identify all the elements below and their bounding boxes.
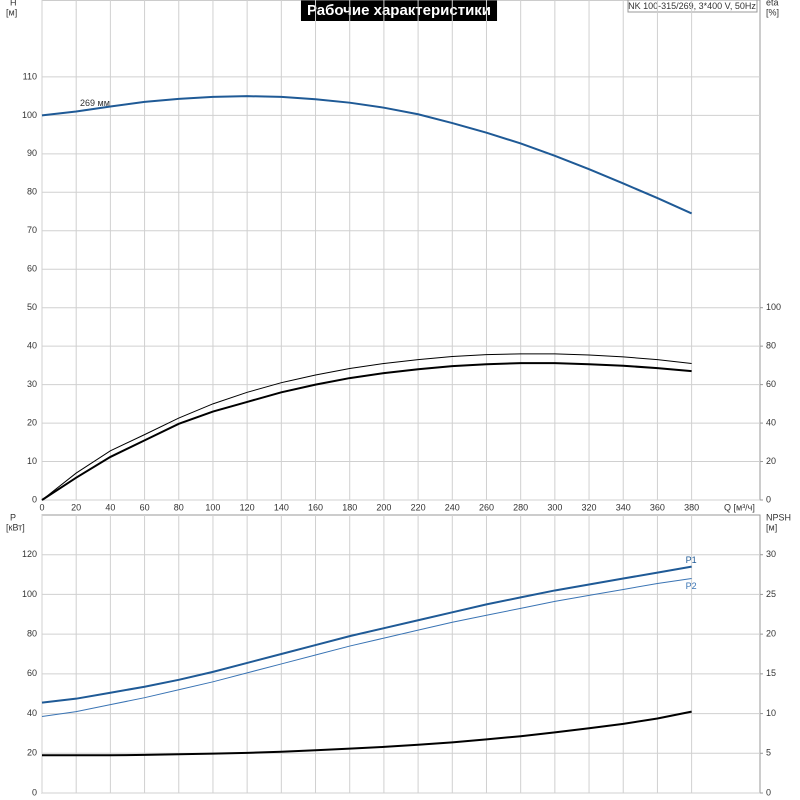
curve (41, 353, 692, 501)
y-tick-label: 20 (27, 417, 37, 427)
curve (41, 95, 693, 215)
y2-tick-label: 100 (766, 302, 781, 312)
x-tick-label: 240 (445, 502, 460, 512)
x-tick-label: 60 (140, 502, 150, 512)
x-tick-label: 320 (582, 502, 597, 512)
annotation: 269 мм (80, 98, 110, 108)
y2-label: NPSH (766, 512, 791, 522)
x-tick-label: 300 (547, 502, 562, 512)
x-tick-label: 80 (174, 502, 184, 512)
x-tick-label: 40 (105, 502, 115, 512)
y-tick-label: 0 (32, 787, 37, 797)
y-tick-label: 100 (22, 110, 37, 120)
x-tick-label: 200 (376, 502, 391, 512)
y-tick-label: 30 (27, 379, 37, 389)
y2-tick-label: 20 (766, 629, 776, 639)
x-tick-label: 120 (240, 502, 255, 512)
y2-tick-label: 10 (766, 708, 776, 718)
y2-tick-label: 60 (766, 379, 776, 389)
y-label: P (10, 512, 16, 522)
x-label: Q [м³/ч] (724, 502, 755, 512)
y2-tick-label: 0 (766, 787, 771, 797)
y-tick-label: 120 (22, 549, 37, 559)
curve (41, 362, 692, 501)
series-label: P2 (686, 581, 697, 591)
y-tick-label: 90 (27, 148, 37, 158)
plot-area (41, 0, 761, 501)
x-tick-label: 180 (342, 502, 357, 512)
plot-area (41, 514, 761, 794)
y-tick-label: 0 (32, 494, 37, 504)
y2-tick-label: 15 (766, 668, 776, 678)
y2-tick-label: 25 (766, 589, 776, 599)
curve (41, 565, 692, 704)
y-tick-label: 80 (27, 629, 37, 639)
y-tick-label: 80 (27, 187, 37, 197)
series-label: P1 (686, 555, 697, 565)
y2-tick-label: 40 (766, 417, 776, 427)
x-tick-label: 380 (684, 502, 699, 512)
x-tick-label: 260 (479, 502, 494, 512)
x-tick-label: 20 (71, 502, 81, 512)
model: NK 100-315/269, 3*400 V, 50Hz (628, 1, 756, 11)
y2-tick-label: 0 (766, 494, 771, 504)
y2-tick-label: 20 (766, 456, 776, 466)
y2-tick-label: 30 (766, 549, 776, 559)
y-tick-label: 40 (27, 708, 37, 718)
y2-label: eta (766, 0, 779, 7)
y-tick-label: 20 (27, 748, 37, 758)
curve (42, 710, 692, 757)
x-tick-label: 100 (205, 502, 220, 512)
y2-unit: [м] (766, 522, 777, 532)
y-tick-label: 50 (27, 302, 37, 312)
y-unit: [кВт] (6, 522, 25, 532)
x-tick-label: 340 (616, 502, 631, 512)
x-tick-label: 160 (308, 502, 323, 512)
y2-tick-label: 5 (766, 748, 771, 758)
x-tick-label: 280 (513, 502, 528, 512)
title: Рабочие характеристики (307, 2, 491, 19)
x-tick-label: 140 (274, 502, 289, 512)
x-tick-label: 220 (411, 502, 426, 512)
model-box (627, 0, 758, 13)
y-tick-label: 100 (22, 589, 37, 599)
x-tick-label: 0 (39, 502, 44, 512)
y-tick-label: 40 (27, 341, 37, 351)
y-tick-label: 60 (27, 668, 37, 678)
y2-unit: [%] (766, 7, 779, 17)
y-unit: [м] (6, 7, 17, 17)
y-label: H (10, 0, 17, 7)
y2-tick-label: 80 (766, 341, 776, 351)
x-tick-label: 360 (650, 502, 665, 512)
y-tick-label: 10 (27, 456, 37, 466)
y-tick-label: 110 (23, 71, 37, 81)
y-tick-label: 60 (27, 264, 37, 274)
curve (41, 578, 692, 718)
y-tick-label: 70 (27, 225, 37, 235)
